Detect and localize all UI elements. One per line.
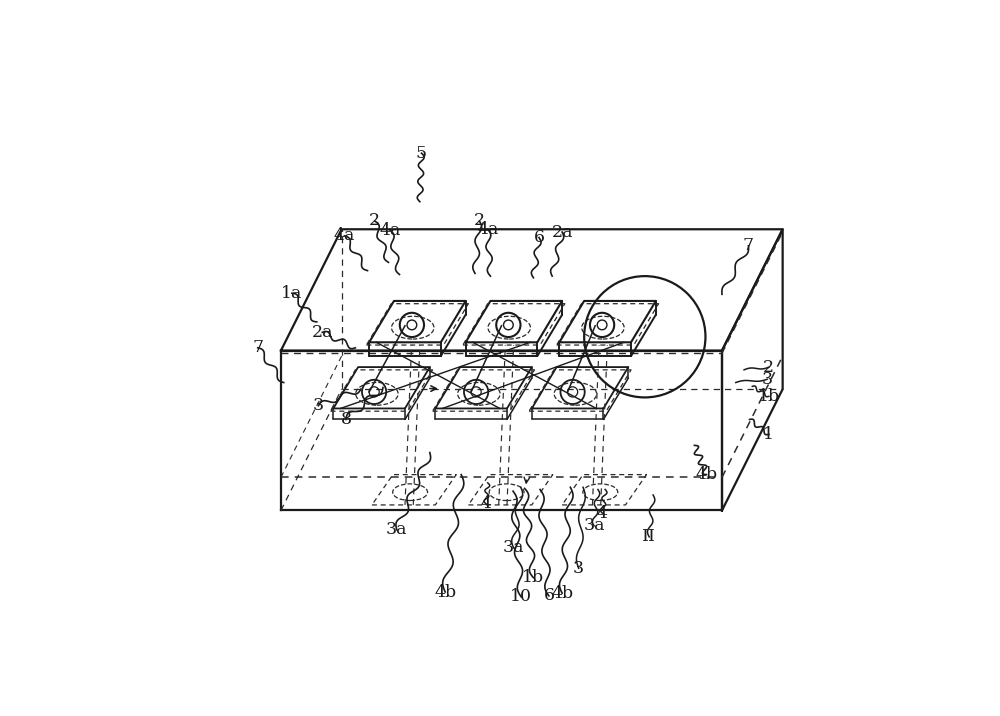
Text: 3: 3 — [762, 371, 773, 388]
Text: 1b: 1b — [758, 388, 780, 405]
Text: 2a: 2a — [551, 223, 573, 241]
Text: 2: 2 — [763, 359, 774, 376]
Text: 4a: 4a — [379, 222, 401, 239]
Text: 6: 6 — [533, 229, 544, 246]
Text: 3a: 3a — [583, 518, 605, 534]
Text: 4b: 4b — [696, 466, 718, 483]
Text: 3: 3 — [573, 560, 584, 577]
Text: 2: 2 — [474, 213, 485, 230]
Text: 8: 8 — [341, 411, 352, 428]
Text: 4b: 4b — [434, 584, 456, 601]
Text: 10: 10 — [510, 589, 532, 606]
Text: 3a: 3a — [386, 521, 407, 538]
Text: 3: 3 — [313, 397, 324, 414]
Text: 4: 4 — [481, 495, 492, 513]
Text: 4: 4 — [597, 505, 608, 522]
Text: 1: 1 — [763, 426, 774, 443]
Text: 1a: 1a — [281, 285, 303, 301]
Text: 1b: 1b — [522, 569, 545, 586]
Text: 4a: 4a — [477, 221, 498, 238]
Text: II: II — [642, 528, 656, 546]
Text: 6: 6 — [543, 587, 554, 604]
Text: 5: 5 — [416, 145, 427, 162]
Text: 7: 7 — [743, 237, 754, 254]
Text: 4b: 4b — [551, 585, 573, 601]
Text: 7: 7 — [252, 339, 263, 357]
Text: 2: 2 — [369, 213, 380, 230]
Text: 3a: 3a — [503, 539, 524, 556]
Text: 4a: 4a — [334, 228, 355, 244]
Text: 2a: 2a — [312, 324, 333, 341]
